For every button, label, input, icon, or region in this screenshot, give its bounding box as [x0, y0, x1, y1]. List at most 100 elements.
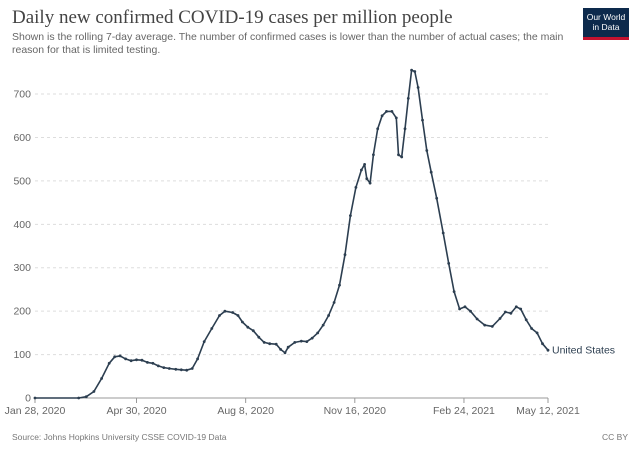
data-point [363, 163, 366, 166]
x-tick-label: Nov 16, 2020 [324, 405, 387, 417]
data-point [262, 341, 266, 344]
data-point [483, 323, 487, 327]
data-point [463, 305, 467, 309]
data-point [376, 127, 380, 131]
y-tick-label: 600 [13, 132, 31, 144]
data-point [410, 68, 413, 72]
data-point [268, 342, 272, 346]
data-point [196, 357, 200, 361]
data-point [447, 262, 451, 265]
data-point [92, 390, 96, 393]
data-point [490, 325, 494, 328]
data-point [546, 348, 550, 352]
data-point [429, 170, 433, 174]
data-point [151, 361, 155, 365]
data-point [416, 86, 420, 89]
data-point [475, 317, 479, 321]
data-point [530, 327, 533, 330]
data-point [129, 359, 133, 363]
data-point [84, 395, 88, 399]
data-point [390, 110, 394, 113]
data-point [257, 335, 261, 339]
data-point [452, 290, 456, 293]
data-point [241, 320, 244, 324]
data-point [413, 70, 417, 73]
data-point [535, 331, 539, 335]
data-point [343, 253, 347, 257]
data-point [279, 348, 282, 351]
data-point [286, 345, 290, 349]
data-point [140, 358, 144, 362]
data-point [504, 310, 507, 314]
data-point [403, 127, 407, 131]
data-point [305, 340, 309, 343]
data-point [354, 186, 358, 189]
data-point [167, 367, 171, 370]
data-point [338, 283, 341, 287]
x-tick-label: Apr 30, 2020 [106, 405, 166, 417]
data-point [162, 366, 166, 369]
data-point [236, 314, 240, 317]
data-point [218, 314, 221, 317]
data-point [321, 323, 325, 327]
data-point [380, 114, 384, 118]
data-point [293, 341, 297, 344]
data-point [406, 97, 410, 100]
data-point [113, 355, 117, 359]
logo-text: Our World in Data [586, 12, 626, 32]
data-point [400, 155, 404, 159]
data-point [190, 367, 194, 370]
data-point [274, 342, 278, 346]
data-point [372, 153, 375, 157]
data-point [146, 361, 149, 364]
data-point [210, 327, 214, 330]
data-point [514, 305, 518, 309]
data-point [251, 329, 255, 333]
data-point [202, 340, 206, 343]
chart-title: Daily new confirmed COVID-19 cases per m… [12, 7, 453, 28]
data-point [365, 177, 369, 181]
data-point [246, 325, 250, 329]
data-point [509, 311, 513, 315]
data-point [231, 311, 235, 314]
data-point [174, 367, 178, 371]
data-point [441, 231, 445, 235]
series-line [35, 69, 549, 399]
data-point [316, 331, 320, 335]
data-point [327, 314, 330, 317]
data-point [541, 342, 544, 346]
data-point [332, 301, 336, 304]
data-point [519, 307, 523, 311]
data-point [185, 368, 189, 372]
x-tick-label: May 12, 2021 [516, 405, 580, 417]
data-point [425, 149, 429, 152]
y-tick-label: 0 [25, 393, 31, 405]
y-tick-label: 500 [13, 175, 31, 187]
license-link[interactable]: CC BY [602, 432, 628, 442]
data-point [524, 318, 528, 322]
chart-subtitle: Shown is the rolling 7-day average. The … [12, 31, 564, 56]
data-point [469, 309, 472, 313]
data-point [385, 110, 388, 113]
owid-logo[interactable]: Our World in Data [583, 8, 629, 40]
data-point [156, 364, 160, 368]
y-tick-label: 700 [13, 89, 31, 101]
data-point [118, 354, 122, 358]
data-point [360, 168, 363, 172]
data-point [283, 351, 287, 355]
data-point [310, 336, 314, 340]
y-tick-label: 400 [13, 219, 31, 231]
x-tick-label: Aug 8, 2020 [217, 405, 274, 417]
data-point [394, 116, 398, 120]
data-point [124, 357, 127, 361]
y-tick-label: 200 [13, 306, 31, 318]
data-point [179, 368, 183, 372]
data-point [349, 214, 352, 218]
data-point [33, 396, 37, 400]
data-point [368, 181, 372, 185]
data-point [223, 309, 227, 313]
data-point [498, 317, 502, 320]
data-point [135, 358, 138, 362]
x-tick-label: Jan 28, 2020 [5, 405, 66, 417]
